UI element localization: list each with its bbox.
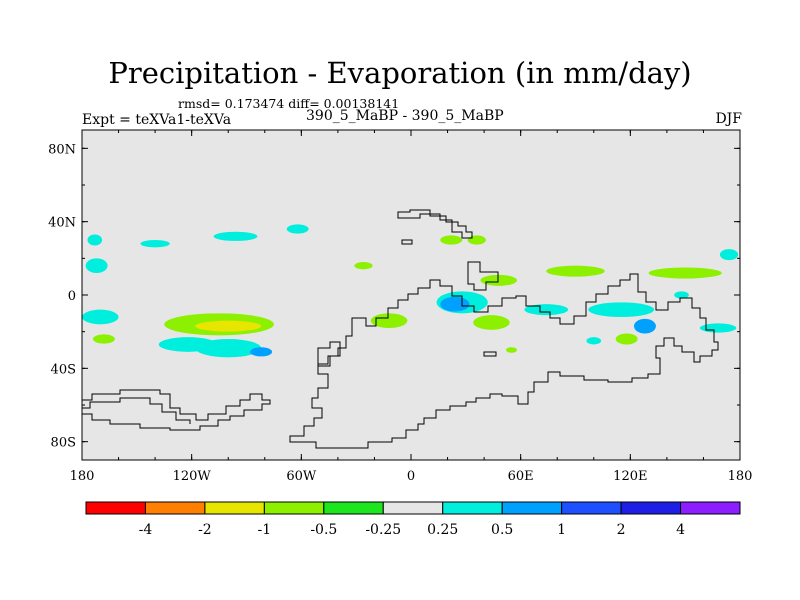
anomaly-patch-3 [92,334,115,344]
y-tick-label-3: 40S [51,362,76,377]
colorbar-label-5: 0.25 [427,522,458,538]
anomaly-patch-9 [213,231,258,241]
colorbar-label-7: 1 [557,522,566,538]
anomaly-patch-18 [370,313,408,328]
experiment-label: Expt = teXVa1-teXVa [82,112,232,128]
colorbar-label-2: -1 [258,522,272,538]
anomaly-patch-19 [473,315,510,330]
colorbar-swatch-3 [263,501,325,515]
y-axis: 80N 40N 0 40S 80S [48,142,740,451]
anomaly-patch-11 [85,258,108,273]
chart-title: Precipitation - Evaporation (in mm/day) [108,56,692,90]
period-label: 390_5_MaBP - 390_5_MaBP [306,108,504,124]
y-tick-label-2: 0 [68,289,76,304]
coastline-west-island [317,341,341,367]
colorbar-label-3: -0.5 [310,522,337,538]
anomaly-patch-20 [524,304,569,316]
colorbar-label-9: 4 [676,522,685,538]
x-tick-label-3: 0 [407,469,415,484]
colorbar: -4 -2 -1 -0.5 -0.25 0.25 0.5 1 2 4 [85,501,741,538]
coastline-small-island [401,239,413,245]
x-axis: 180 120W 60W 0 60E 120E 180 [70,130,753,484]
colorbar-swatch-0 [85,501,146,515]
anomaly-patch-5 [195,339,262,358]
coastline-gondwana [289,273,719,449]
coastline-polar-inner [82,397,191,424]
anomaly-patch-6 [250,347,273,357]
y-tick-label-4: 80S [51,436,76,451]
season-label: DJF [715,111,742,127]
anomaly-patch-1 [195,320,262,332]
colorbar-label-4: -0.25 [365,522,401,538]
anomaly-patch-22 [648,267,722,279]
anomaly-patch-8 [140,240,170,248]
colorbar-swatch-4 [323,501,384,515]
colorbar-label-1: -2 [198,522,212,538]
anomaly-patch-28 [586,337,602,345]
coastlines [82,209,719,449]
colorbar-swatch-9 [620,501,682,515]
anomaly-patch-21 [546,265,605,277]
coastline-south-islet [483,351,497,357]
coastline-north-continent [397,209,473,239]
colorbar-swatch-1 [144,501,206,515]
anomaly-patch-30 [674,291,689,299]
y-tick-label-1: 40N [48,216,76,231]
coastline-polar [82,389,271,431]
anomaly-patch-7 [87,234,103,246]
anomaly-patch-29 [506,347,518,353]
anomaly-patch-10 [286,224,309,234]
anomaly-patch-24 [633,318,656,334]
anomaly-patch-2 [82,309,119,325]
anomaly-patch-27 [719,249,739,261]
colorbar-label-6: 0.5 [491,522,513,538]
anomaly-patch-17 [480,274,518,286]
x-tick-label-5: 120E [613,469,647,484]
colorbar-label-0: -4 [139,522,153,538]
x-tick-label-0: 180 [70,469,95,484]
colorbar-swatch-6 [442,501,503,515]
colorbar-swatch-5 [382,501,444,515]
colorbar-swatch-7 [501,501,563,515]
anomaly-patch-13 [440,235,463,245]
colorbar-swatch-10 [680,501,741,515]
x-tick-label-1: 120W [173,469,212,484]
anomaly-patch-23 [588,302,655,317]
map-background [82,130,740,460]
stats-text: rmsd= 0.173474 diff= 0.00138141 [178,96,400,111]
anomaly-patch-25 [615,333,638,345]
colorbar-swatch-2 [204,501,265,515]
coastline-north-coast [467,261,499,291]
colorbar-label-8: 2 [617,522,626,538]
colorbar-swatch-8 [561,501,622,515]
x-tick-label-6: 180 [728,469,753,484]
anomaly-patch-12 [354,262,373,270]
x-tick-label-4: 60E [508,469,534,484]
anomaly-patch-26 [699,323,737,333]
anomaly-patch-14 [467,235,486,245]
x-tick-label-2: 60W [286,469,317,484]
anomaly-patch-16 [440,296,470,312]
y-tick-label-0: 80N [48,142,76,157]
